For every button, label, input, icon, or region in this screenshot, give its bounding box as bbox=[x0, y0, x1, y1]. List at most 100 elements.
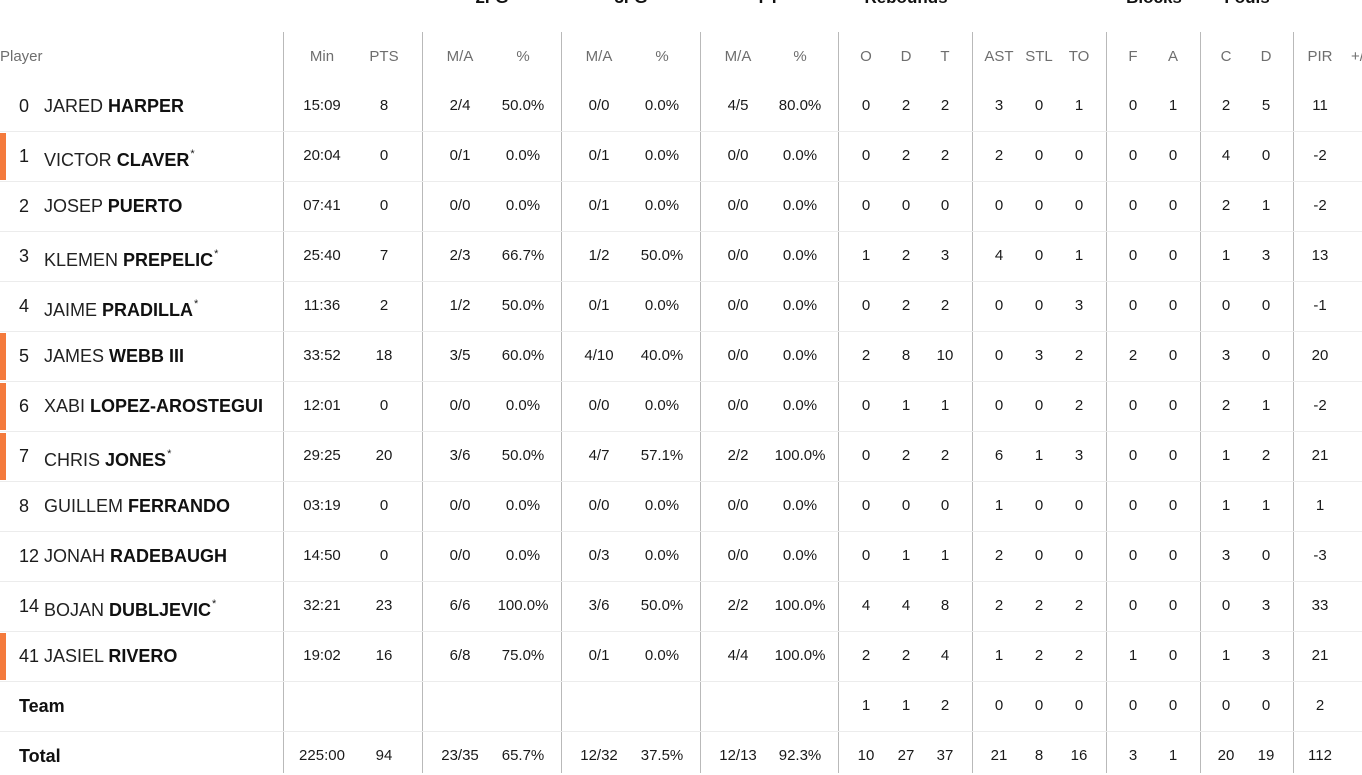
player-last-name: PUERTO bbox=[107, 196, 183, 216]
stat-pir: 2 bbox=[1315, 697, 1325, 714]
player-highlight-bar bbox=[0, 133, 6, 180]
stat-3fg-ma: 4/10 bbox=[584, 347, 614, 364]
player-name-link[interactable]: BOJAN DUBLJEVIC* bbox=[44, 582, 216, 632]
stat-pts: 0 bbox=[379, 497, 389, 514]
player-highlight-bar bbox=[0, 383, 6, 430]
stat-pir: 20 bbox=[1311, 347, 1329, 364]
stat-pir: 13 bbox=[1311, 247, 1329, 264]
stat-min: 07:41 bbox=[303, 197, 341, 214]
column-header-fouls-d[interactable]: D bbox=[1260, 48, 1272, 65]
column-header-pir[interactable]: PIR bbox=[1307, 48, 1333, 65]
table-row[interactable]: 0 JARED HARPER 15:09 8 2/4 50.0% 0/0 0.0% 4/5 80.… bbox=[0, 82, 1362, 132]
player-name-link[interactable]: JONAH RADEBAUGH bbox=[44, 532, 227, 582]
stat-blk-a: 1 bbox=[1168, 97, 1178, 114]
player-name-link[interactable]: JASIEL RIVERO bbox=[44, 632, 177, 682]
column-header-blk-a[interactable]: A bbox=[1167, 48, 1179, 65]
stat-pir: -1 bbox=[1313, 297, 1327, 314]
stat-fouls-d: 3 bbox=[1261, 647, 1271, 664]
player-name-link[interactable]: XABI LOPEZ-AROSTEGUI bbox=[44, 382, 263, 432]
player-name-link[interactable]: JAIME PRADILLA* bbox=[44, 282, 198, 332]
column-header-plus-minus[interactable]: +/- bbox=[1351, 48, 1362, 65]
stat-2fg-pct: 66.7% bbox=[501, 247, 545, 264]
column-header-ft-pct[interactable]: % bbox=[793, 48, 807, 65]
table-row[interactable]: 14 BOJAN DUBLJEVIC* 32:21 23 6/6 100.0% 3/6 50.… bbox=[0, 582, 1362, 632]
player-first-name: VICTOR bbox=[44, 150, 112, 170]
player-last-name: JONES bbox=[105, 450, 167, 470]
table-row[interactable]: 1 VICTOR CLAVER* 20:04 0 0/1 0.0% 0/1 0.0% 0/0 0.… bbox=[0, 132, 1362, 182]
column-header-player[interactable]: Player bbox=[0, 48, 43, 65]
table-row[interactable]: 12 JONAH RADEBAUGH 14:50 0 0/0 0.0% 0/3 0.0% 0/0… bbox=[0, 532, 1362, 582]
player-name-link[interactable]: JOSEP PUERTO bbox=[44, 182, 182, 232]
stat-ft-pct: 100.0% bbox=[774, 447, 826, 464]
table-row[interactable]: 2 JOSEP PUERTO 07:41 0 0/0 0.0% 0/1 0.0% 0/0 0.0%… bbox=[0, 182, 1362, 232]
stat-stl: 0 bbox=[1034, 247, 1044, 264]
column-header-2fg-ma[interactable]: M/A bbox=[446, 48, 474, 65]
column-header-stl[interactable]: STL bbox=[1025, 48, 1053, 65]
table-row[interactable]: 8 GUILLEM FERRANDO 03:19 0 0/0 0.0% 0/0 0.0% 0/0… bbox=[0, 482, 1362, 532]
player-name-link[interactable]: CHRIS JONES* bbox=[44, 432, 171, 482]
column-header-ast[interactable]: AST bbox=[984, 48, 1014, 65]
stat-3fg-pct: 50.0% bbox=[640, 247, 684, 264]
stat-3fg-ma: 0/1 bbox=[588, 147, 610, 164]
column-header-reb-o[interactable]: O bbox=[860, 48, 872, 65]
stat-reb-d: 27 bbox=[897, 747, 915, 764]
stat-fouls-c: 3 bbox=[1221, 547, 1231, 564]
table-row[interactable]: 41 JASIEL RIVERO 19:02 16 6/8 75.0% 0/1 0.0% 4/4… bbox=[0, 632, 1362, 682]
stat-min: 11:36 bbox=[303, 297, 341, 314]
table-row[interactable]: 5 JAMES WEBB III 33:52 18 3/5 60.0% 4/10 40.0% 0… bbox=[0, 332, 1362, 382]
column-header-pts[interactable]: PTS bbox=[369, 48, 399, 65]
stat-2fg-ma: 0/0 bbox=[449, 547, 471, 564]
column-header-2fg-pct[interactable]: % bbox=[516, 48, 530, 65]
stat-pts: 94 bbox=[375, 747, 393, 764]
player-name-link[interactable]: JARED HARPER bbox=[44, 82, 184, 132]
table-row[interactable]: 4 JAIME PRADILLA* 11:36 2 1/2 50.0% 0/1 0.0% 0/0… bbox=[0, 282, 1362, 332]
column-header-blk-f[interactable]: F bbox=[1128, 48, 1138, 65]
player-name-link[interactable]: VICTOR CLAVER* bbox=[44, 132, 195, 182]
column-header-reb-d[interactable]: D bbox=[900, 48, 912, 65]
stat-pir: -2 bbox=[1313, 197, 1327, 214]
player-name-link[interactable]: JAMES WEBB III bbox=[44, 332, 184, 382]
stat-pts: 0 bbox=[379, 547, 389, 564]
stat-fouls-c: 1 bbox=[1221, 497, 1231, 514]
stat-blk-a: 0 bbox=[1168, 547, 1178, 564]
group-header-fouls: Fouls bbox=[1224, 0, 1269, 8]
player-first-name: GUILLEM bbox=[44, 496, 124, 516]
player-highlight-bar bbox=[0, 433, 6, 480]
stat-ft-ma: 12/13 bbox=[719, 747, 757, 764]
player-name-link[interactable]: KLEMEN PREPELIC* bbox=[44, 232, 218, 282]
stat-min: 15:09 bbox=[303, 97, 341, 114]
column-header-3fg-pct[interactable]: % bbox=[655, 48, 669, 65]
column-header-fouls-c[interactable]: C bbox=[1220, 48, 1232, 65]
player-name-link[interactable]: GUILLEM FERRANDO bbox=[44, 482, 230, 532]
column-header-3fg-ma[interactable]: M/A bbox=[585, 48, 613, 65]
stat-2fg-pct: 75.0% bbox=[501, 647, 545, 664]
stat-reb-d: 2 bbox=[901, 247, 911, 264]
stat-2fg-ma: 6/6 bbox=[449, 597, 471, 614]
player-first-name: JAMES bbox=[44, 346, 105, 366]
stat-ft-pct: 0.0% bbox=[782, 297, 818, 314]
stat-3fg-pct: 50.0% bbox=[640, 597, 684, 614]
stat-min: 12:01 bbox=[303, 397, 341, 414]
player-first-name: JAIME bbox=[44, 300, 98, 320]
stat-min: 14:50 bbox=[303, 547, 341, 564]
stat-ft-ma: 0/0 bbox=[727, 247, 749, 264]
column-header-to[interactable]: TO bbox=[1068, 48, 1090, 65]
column-header-reb-t[interactable]: T bbox=[940, 48, 950, 65]
stat-reb-t: 2 bbox=[940, 697, 950, 714]
table-row[interactable]: 7 CHRIS JONES* 29:25 20 3/6 50.0% 4/7 57.1% 2/2 1… bbox=[0, 432, 1362, 482]
player-last-name: RADEBAUGH bbox=[110, 546, 228, 566]
stat-2fg-ma: 3/5 bbox=[449, 347, 471, 364]
stat-fouls-c: 0 bbox=[1221, 297, 1231, 314]
table-row[interactable]: 3 KLEMEN PREPELIC* 25:40 7 2/3 66.7% 1/2 50.0% 0… bbox=[0, 232, 1362, 282]
column-header-min[interactable]: Min bbox=[309, 48, 335, 65]
player-last-name: HARPER bbox=[108, 96, 185, 116]
stat-fouls-d: 2 bbox=[1261, 447, 1271, 464]
total-row: Total 225:00 94 23/35 65.7% 12/32 37.5% 12/13 92… bbox=[0, 732, 1362, 775]
stat-reb-t: 2 bbox=[940, 297, 950, 314]
stat-3fg-ma: 12/32 bbox=[580, 747, 618, 764]
column-header-ft-ma[interactable]: M/A bbox=[724, 48, 752, 65]
table-row[interactable]: 6 XABI LOPEZ-AROSTEGUI 12:01 0 0/0 0.0% 0/0 0.0… bbox=[0, 382, 1362, 432]
stat-min: 19:02 bbox=[303, 647, 341, 664]
starter-marker: * bbox=[167, 448, 172, 460]
stat-blk-a: 0 bbox=[1168, 397, 1178, 414]
